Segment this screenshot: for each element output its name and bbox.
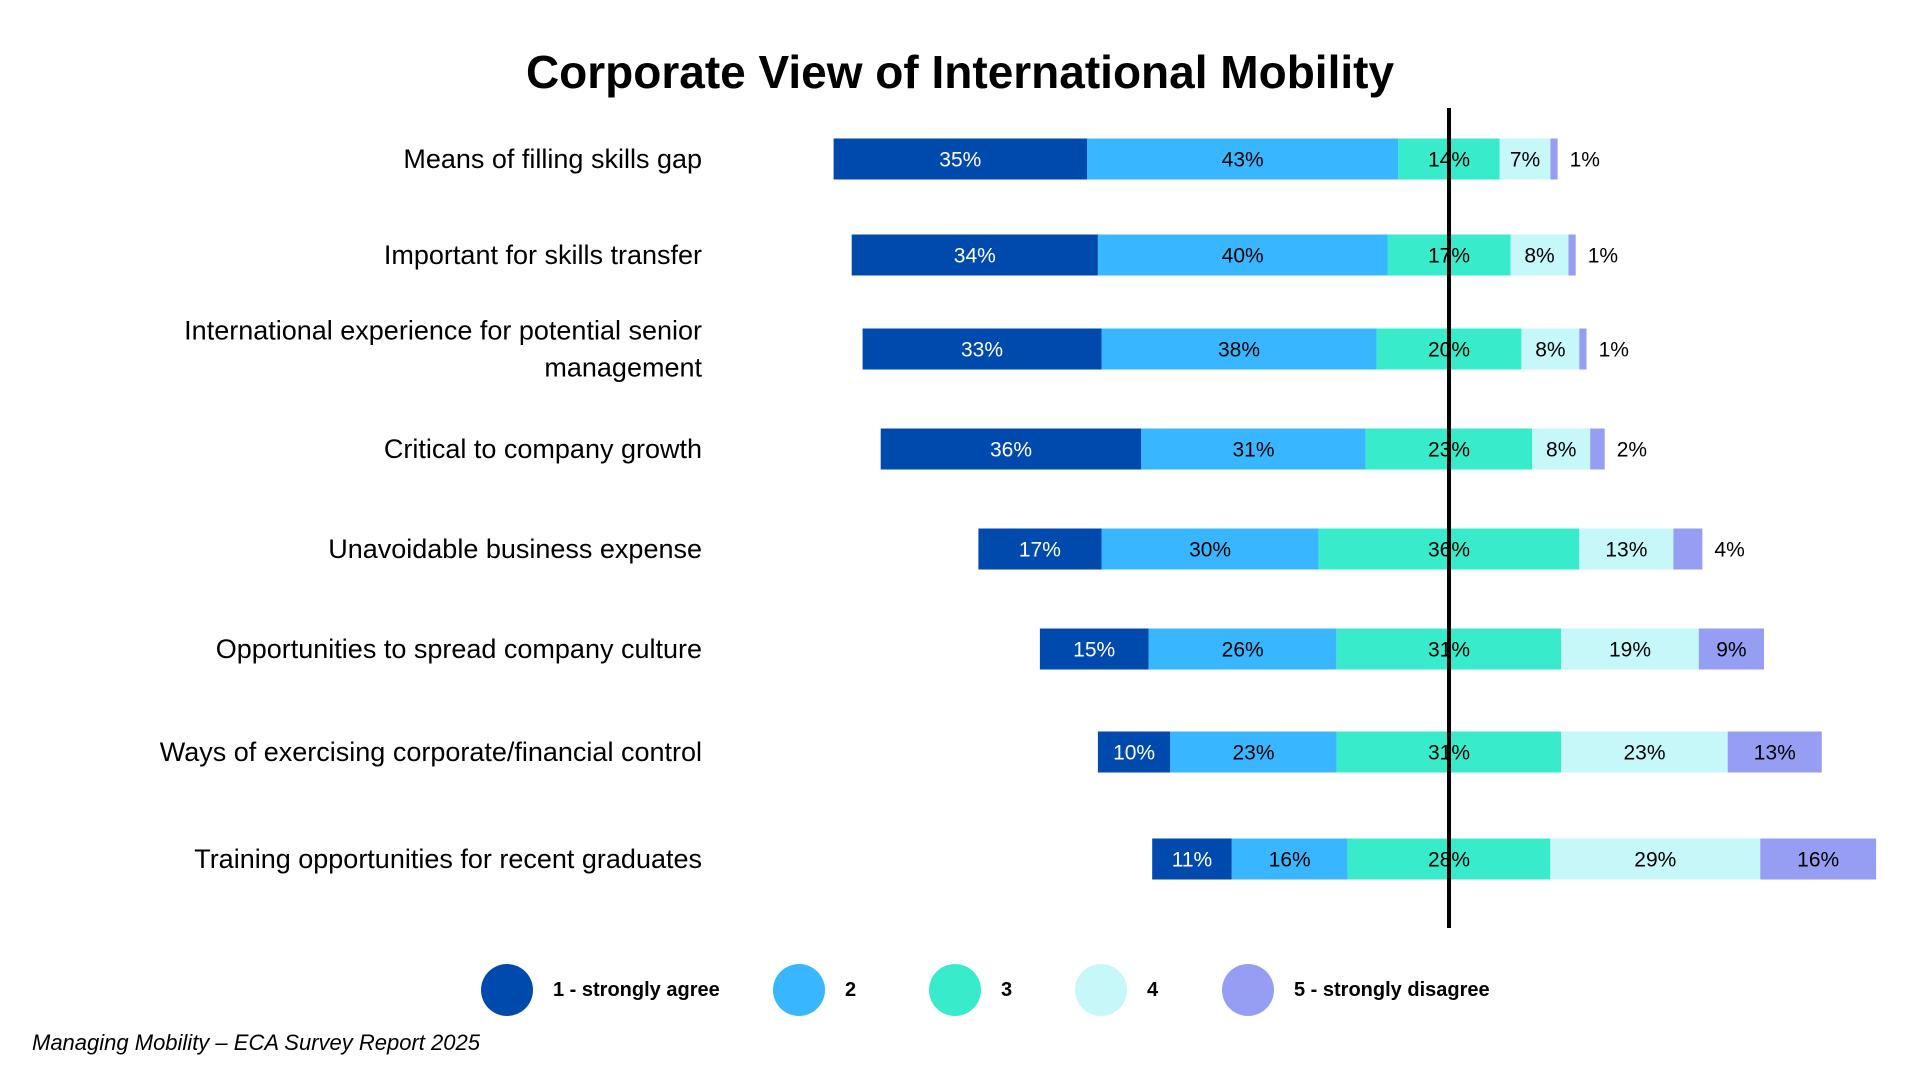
data-label: 31% <box>1232 439 1274 462</box>
category-label: management <box>544 353 702 383</box>
bar-segment <box>1141 428 1366 470</box>
data-label: 36% <box>990 439 1032 462</box>
data-label: 13% <box>1754 742 1796 765</box>
data-label: 1% <box>1588 245 1618 268</box>
category-label: Training opportunities for recent gradua… <box>194 844 702 874</box>
category-label: Unavoidable business expense <box>328 534 702 564</box>
bar-segment <box>1101 328 1377 370</box>
data-label: 8% <box>1535 339 1565 362</box>
data-label: 19% <box>1609 639 1651 662</box>
bar-segment <box>978 528 1102 570</box>
data-label: 11% <box>1172 849 1212 872</box>
data-label: 1% <box>1599 339 1629 362</box>
data-label: 35% <box>939 149 981 172</box>
legend-label: 1 - strongly agree <box>553 979 720 1001</box>
bar-segment <box>1039 628 1149 670</box>
bar-segment <box>1152 838 1232 880</box>
bar-segment <box>1499 138 1551 180</box>
category-label: Critical to company growth <box>384 434 702 464</box>
bar-segment <box>1561 628 1699 670</box>
bar-segment <box>1532 428 1591 470</box>
data-label: 33% <box>961 339 1003 362</box>
data-label: 16% <box>1269 849 1311 872</box>
data-label: 16% <box>1797 849 1839 872</box>
legend-swatch <box>1075 964 1127 1016</box>
data-label: 29% <box>1634 849 1676 872</box>
legend-swatch <box>1222 964 1274 1016</box>
legend-swatch <box>929 964 981 1016</box>
data-label: 43% <box>1222 149 1264 172</box>
bar-segment <box>1590 428 1605 470</box>
bar-segment <box>1673 528 1703 570</box>
category-label: Means of filling skills gap <box>403 144 702 174</box>
legend-label: 4 <box>1147 979 1159 1001</box>
category-label: Important for skills transfer <box>384 240 702 270</box>
bar-segment <box>1568 234 1576 276</box>
data-label: 40% <box>1222 245 1264 268</box>
data-label: 23% <box>1623 742 1665 765</box>
data-label: 30% <box>1189 539 1231 562</box>
data-label: 9% <box>1716 639 1746 662</box>
bar-segment <box>851 234 1098 276</box>
bar-segment <box>1579 328 1587 370</box>
category-labels-layer: Means of filling skills gap Important for… <box>160 144 703 874</box>
data-label: 15% <box>1073 639 1115 662</box>
legend: 1 - strongly agree 2 3 4 5 - strongly disagr… <box>481 964 1490 1016</box>
category-label: International experience for potential s… <box>184 316 702 346</box>
bars-layer: 35%43%14%7%1%34%40%17%8%1%33%38%20%8%1%3… <box>833 108 1877 928</box>
data-label: 13% <box>1605 539 1647 562</box>
data-label: 38% <box>1218 339 1260 362</box>
data-label: 23% <box>1232 742 1274 765</box>
data-label: 2% <box>1617 439 1647 462</box>
data-label: 1% <box>1570 149 1600 172</box>
bar-segment <box>1698 628 1764 670</box>
bar-segment <box>1760 838 1877 880</box>
data-label: 8% <box>1524 245 1554 268</box>
legend-swatch <box>773 964 825 1016</box>
bar-segment <box>862 328 1102 370</box>
category-label: Opportunities to spread company culture <box>216 634 702 664</box>
legend-swatch <box>481 964 533 1016</box>
source-note: Managing Mobility – ECA Survey Report 20… <box>32 1030 480 1055</box>
category-label: Ways of exercising corporate/financial c… <box>160 737 702 767</box>
bar-segment <box>833 138 1087 180</box>
bar-segment <box>1561 731 1728 773</box>
bar-segment <box>1550 838 1761 880</box>
bar-segment <box>1097 731 1171 773</box>
bar-segment <box>1550 138 1558 180</box>
legend-label: 3 <box>1001 979 1012 1001</box>
bar-segment <box>1101 528 1319 570</box>
legend-label: 2 <box>845 979 856 1001</box>
data-label: 8% <box>1546 439 1576 462</box>
legend-label: 5 - strongly disagree <box>1294 979 1490 1001</box>
bar-segment <box>1579 528 1674 570</box>
data-label: 4% <box>1714 539 1744 562</box>
bar-segment <box>1148 628 1337 670</box>
data-label: 10% <box>1113 742 1155 765</box>
bar-segment <box>1727 731 1822 773</box>
bar-segment <box>1087 138 1399 180</box>
bar-segment <box>1510 234 1569 276</box>
bar-segment <box>1521 328 1580 370</box>
data-label: 7% <box>1510 149 1540 172</box>
data-label: 34% <box>954 245 996 268</box>
bar-segment <box>1231 838 1348 880</box>
data-label: 26% <box>1222 639 1264 662</box>
bar-segment <box>1170 731 1337 773</box>
data-label: 17% <box>1019 539 1061 562</box>
bar-segment <box>880 428 1142 470</box>
chart-title: Corporate View of International Mobility <box>525 46 1395 98</box>
bar-segment <box>1097 234 1388 276</box>
